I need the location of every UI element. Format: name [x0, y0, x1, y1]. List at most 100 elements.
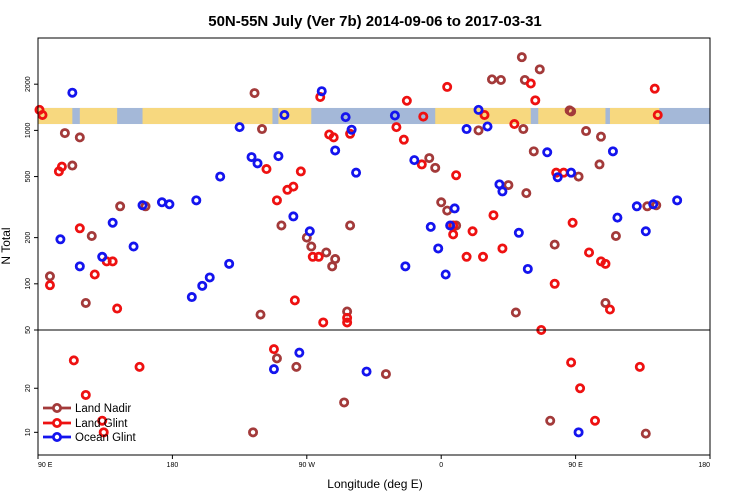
ocean-glint-point: [346, 124, 357, 135]
land-nadir-point: [291, 361, 302, 372]
ocean-glint-point: [445, 220, 456, 231]
ocean-glint-point: [440, 269, 451, 280]
land-nadir-point: [600, 297, 611, 308]
land-glint-point: [448, 229, 459, 240]
ocean-glint-point: [522, 263, 533, 274]
ocean-glint-point: [513, 227, 524, 238]
land-nadir-point: [594, 159, 605, 170]
land-glint-point: [652, 109, 663, 120]
ocean-glint-point: [473, 104, 484, 115]
land-glint-point: [497, 243, 508, 254]
y-tick-label: 200: [25, 232, 32, 244]
ocean-glint-point: [449, 203, 460, 214]
ocean-glint-point: [304, 226, 315, 237]
land-nadir-point: [595, 131, 606, 142]
land-band-segment: [38, 107, 73, 125]
ocean-glint-point: [648, 199, 659, 210]
land-glint-point: [261, 164, 272, 175]
land-glint-point: [566, 357, 577, 368]
land-nadir-point: [581, 126, 592, 137]
land-band-segment: [142, 107, 273, 125]
ocean-glint-point: [461, 124, 472, 135]
ocean-glint-point: [234, 122, 245, 133]
plot-frame-box: [37, 37, 711, 456]
land-nadir-point: [424, 153, 435, 164]
ocean-band: [38, 107, 710, 125]
land-nadir-point: [330, 254, 341, 265]
ocean-glint-point: [433, 243, 444, 254]
land-glint-point: [461, 251, 472, 262]
land-glint-point: [488, 210, 499, 221]
land-glint-point: [98, 427, 109, 438]
land-nadir-point: [566, 106, 577, 117]
ocean-glint-point: [672, 195, 683, 206]
x-tick-label: 90 W: [299, 462, 316, 469]
ocean-glint-point: [67, 87, 78, 98]
ocean-glint-point: [409, 155, 420, 166]
land-nadir-point: [436, 197, 447, 208]
y-tick-label: 50: [25, 326, 32, 334]
x-tick-label: 90 E: [38, 462, 53, 469]
land-glint-point: [112, 303, 123, 314]
land-ocean-band: [38, 107, 710, 125]
land-nadir-point: [495, 74, 506, 85]
y-tick-label: 10: [25, 428, 32, 436]
land-glint-point: [398, 134, 409, 145]
ocean-glint-point: [497, 186, 508, 197]
land-glint-point: [604, 304, 615, 315]
y-tick-label: 20: [25, 384, 32, 392]
land-glint-point: [416, 159, 427, 170]
land-nadir-point: [503, 180, 514, 191]
land-glint-point: [313, 251, 324, 262]
land-nadir-point: [573, 171, 584, 182]
land-glint-point: [525, 78, 536, 89]
land-band-segment: [609, 107, 660, 125]
y-tick-label: 1000: [25, 122, 32, 138]
land-nadir-point: [640, 428, 651, 439]
y-tick-label: 2000: [25, 76, 32, 92]
land-nadir-point: [67, 160, 78, 171]
legend-marker-land-glint: [52, 417, 63, 428]
x-tick-label: 0: [439, 462, 443, 469]
land-glint-point: [418, 111, 429, 122]
ocean-glint-point: [74, 261, 85, 272]
land-nadir-point: [518, 124, 529, 135]
land-nadir-point: [115, 201, 126, 212]
land-nadir-point: [74, 132, 85, 143]
ocean-glint-point: [566, 167, 577, 178]
ocean-glint-point: [389, 110, 400, 121]
land-glint-point: [401, 95, 412, 106]
y-tick-label: 500: [25, 171, 32, 183]
land-nadir-point: [549, 239, 560, 250]
land-nadir-point: [276, 220, 287, 231]
land-nadir-point: [510, 307, 521, 318]
land-nadir-point: [255, 309, 266, 320]
land-glint-point: [509, 119, 520, 130]
ocean-glint-point: [273, 151, 284, 162]
ocean-glint-point: [191, 195, 202, 206]
land-glint-point: [68, 355, 79, 366]
land-nadir-point: [380, 369, 391, 380]
land-nadir-point: [528, 146, 539, 157]
land-nadir-point: [306, 241, 317, 252]
land-nadir-point: [44, 271, 55, 282]
ocean-glint-point: [246, 152, 257, 163]
y-axis-title: N Total: [0, 227, 13, 264]
land-glint-point: [89, 269, 100, 280]
land-nadir-point: [80, 297, 91, 308]
legend-label-land-nadir: Land Nadir: [75, 403, 131, 415]
ocean-glint-point: [128, 241, 139, 252]
ocean-glint-point: [631, 201, 642, 212]
data-points: [34, 52, 683, 439]
land-glint-point: [44, 280, 55, 291]
land-nadir-point: [430, 162, 441, 173]
ocean-glint-point: [340, 112, 351, 123]
ocean-glint-point: [640, 226, 651, 237]
land-glint-point: [590, 415, 601, 426]
ocean-glint-point: [425, 221, 436, 232]
land-nadir-point: [345, 220, 356, 231]
land-glint-point: [289, 295, 300, 306]
land-nadir-point: [516, 52, 527, 63]
land-band-segment: [435, 107, 531, 125]
ocean-glint-point: [294, 347, 305, 358]
